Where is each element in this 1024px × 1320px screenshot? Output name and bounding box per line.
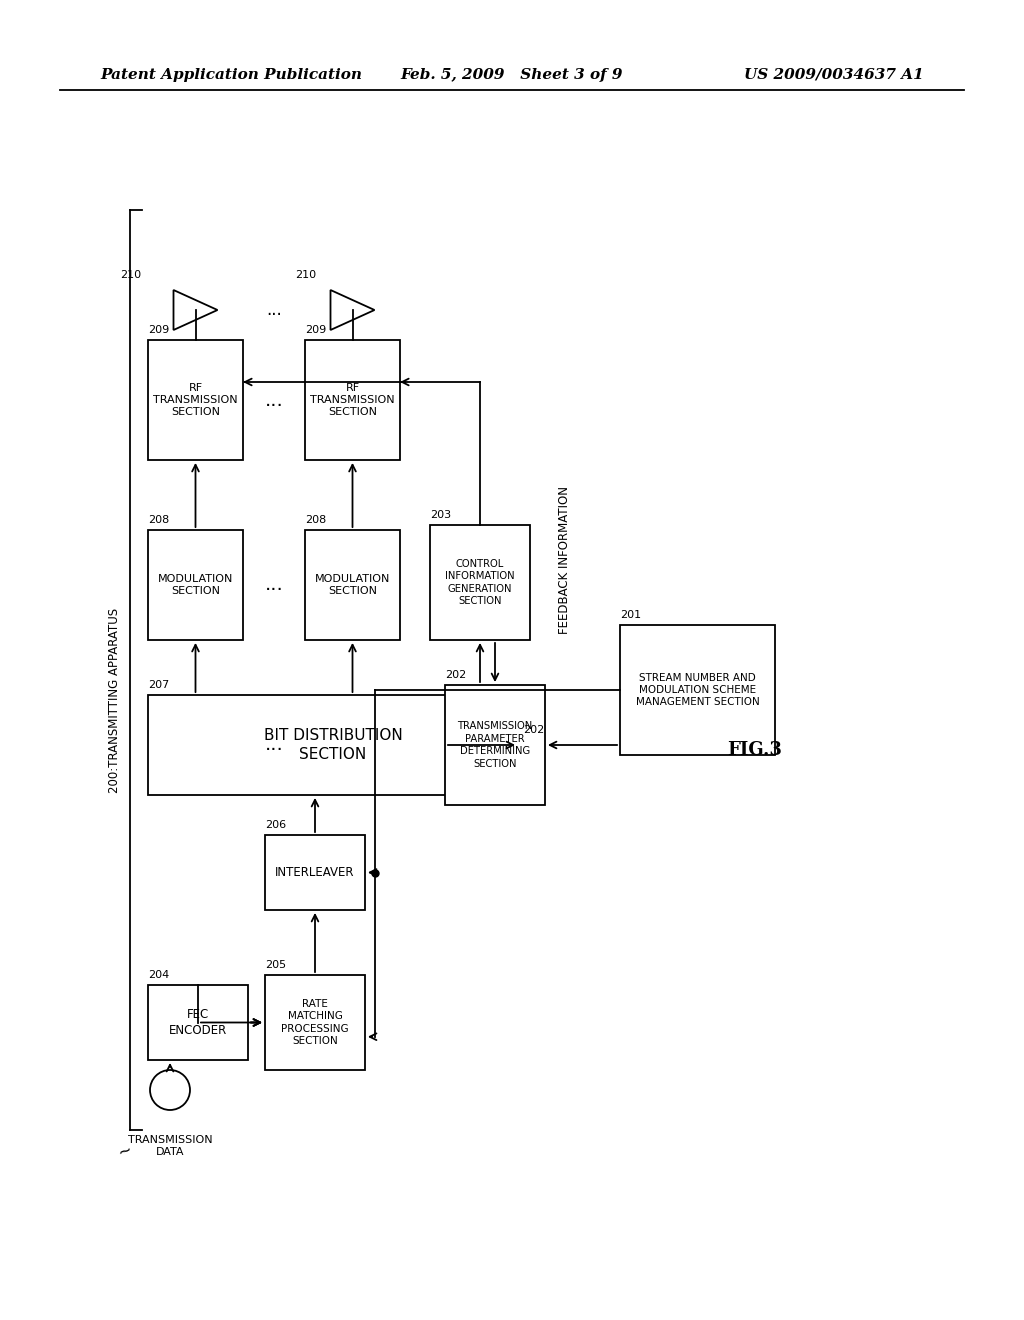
Text: 210: 210 [295, 271, 316, 280]
Text: Feb. 5, 2009   Sheet 3 of 9: Feb. 5, 2009 Sheet 3 of 9 [400, 69, 624, 82]
Text: TRANSMISSION
PARAMETER
DETERMINING
SECTION: TRANSMISSION PARAMETER DETERMINING SECTI… [458, 722, 532, 768]
Text: FEC
ENCODER: FEC ENCODER [169, 1008, 227, 1038]
Text: 203: 203 [430, 510, 452, 520]
Circle shape [150, 1071, 190, 1110]
Bar [148, 696, 518, 795]
Text: ...: ... [264, 735, 284, 755]
Bar [148, 985, 248, 1060]
Text: 208: 208 [148, 515, 169, 525]
Text: 204: 204 [148, 970, 169, 979]
Text: RF
TRANSMISSION
SECTION: RF TRANSMISSION SECTION [154, 383, 238, 417]
Text: ~: ~ [116, 1140, 135, 1162]
Bar [148, 341, 243, 459]
Text: 209: 209 [148, 325, 169, 335]
Text: US 2009/0034637 A1: US 2009/0034637 A1 [744, 69, 924, 82]
Bar [148, 531, 243, 640]
Text: FEEDBACK INFORMATION: FEEDBACK INFORMATION [558, 486, 571, 634]
Text: FIG.3: FIG.3 [728, 741, 782, 759]
Bar [305, 341, 400, 459]
Text: CONTROL
INFORMATION
GENERATION
SECTION: CONTROL INFORMATION GENERATION SECTION [445, 558, 515, 606]
Text: STREAM NUMBER AND
MODULATION SCHEME
MANAGEMENT SECTION: STREAM NUMBER AND MODULATION SCHEME MANA… [636, 673, 760, 708]
Text: 208: 208 [305, 515, 327, 525]
Text: 209: 209 [305, 325, 327, 335]
Text: 205: 205 [265, 960, 286, 970]
Text: 207: 207 [148, 680, 169, 690]
Text: 210: 210 [120, 271, 141, 280]
Text: 200:TRANSMITTING APPARATUS: 200:TRANSMITTING APPARATUS [109, 607, 122, 792]
Text: RATE
MATCHING
PROCESSING
SECTION: RATE MATCHING PROCESSING SECTION [282, 999, 349, 1045]
Bar [305, 531, 400, 640]
Bar [430, 525, 530, 640]
Text: Patent Application Publication: Patent Application Publication [100, 69, 362, 82]
Text: ...: ... [264, 576, 284, 594]
Text: ...: ... [266, 301, 282, 319]
Text: ...: ... [264, 391, 284, 409]
Text: BIT DISTRIBUTION
SECTION: BIT DISTRIBUTION SECTION [263, 729, 402, 762]
Bar [445, 685, 545, 805]
Text: INTERLEAVER: INTERLEAVER [275, 866, 354, 879]
Text: TRANSMISSION
DATA: TRANSMISSION DATA [128, 1135, 212, 1156]
Bar [265, 975, 365, 1071]
Text: 206: 206 [265, 820, 286, 830]
Text: MODULATION
SECTION: MODULATION SECTION [158, 574, 233, 597]
Bar [265, 836, 365, 909]
Text: 202: 202 [523, 725, 544, 735]
Bar [620, 624, 775, 755]
Text: 202: 202 [445, 671, 466, 680]
Text: RF
TRANSMISSION
SECTION: RF TRANSMISSION SECTION [310, 383, 395, 417]
Text: 201: 201 [620, 610, 641, 620]
Text: MODULATION
SECTION: MODULATION SECTION [314, 574, 390, 597]
